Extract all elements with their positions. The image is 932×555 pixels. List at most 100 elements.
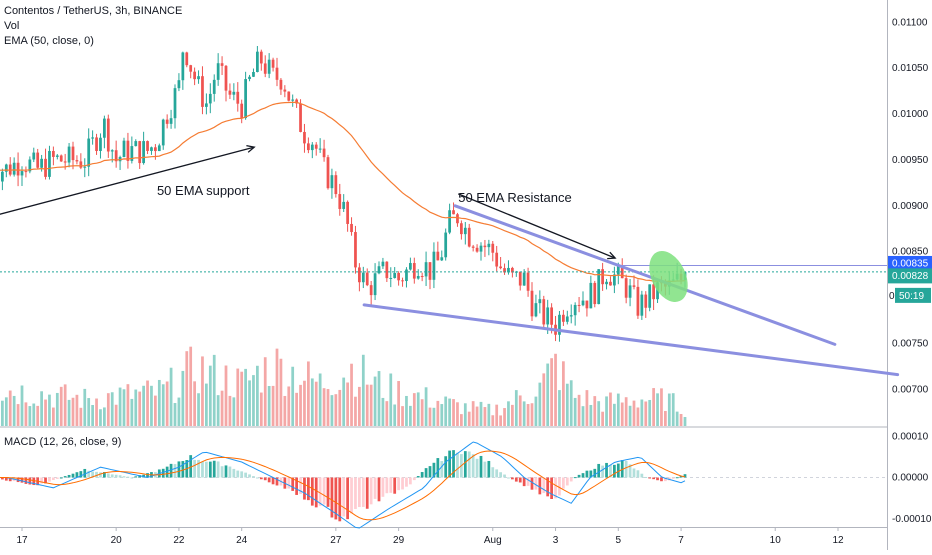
macd-histogram-bar: [569, 477, 573, 482]
volume-bar: [28, 406, 32, 426]
volume-bar: [428, 407, 432, 426]
volume-bar: [48, 394, 51, 426]
volume-bar: [628, 405, 632, 426]
volume-bar: [554, 353, 557, 426]
volume-bar: [169, 367, 173, 426]
macd-histogram-bar: [613, 464, 616, 478]
volume-bar: [577, 394, 581, 426]
volume-bar: [613, 403, 616, 426]
macd-histogram-bar: [652, 477, 655, 480]
candle-body: [565, 316, 569, 322]
candle-body: [471, 246, 475, 248]
candle-body: [271, 59, 275, 68]
volume-bar: [550, 358, 553, 426]
macd-histogram-bar: [589, 470, 593, 478]
candle-body: [361, 272, 365, 283]
macd-histogram-bar: [8, 477, 12, 482]
candle-body: [32, 152, 36, 160]
volume-bar: [303, 380, 306, 426]
macd-histogram-bar: [495, 469, 499, 478]
volume-bar: [83, 388, 87, 426]
volume-bar: [530, 403, 534, 426]
volume-bar: [283, 395, 287, 426]
candle-body: [581, 300, 585, 306]
breakout-highlight-ellipse: [649, 250, 688, 302]
volume-bar: [330, 395, 334, 426]
time-tick-label: 7: [678, 535, 684, 546]
time-tick-label: 29: [393, 535, 405, 546]
volume-bar: [256, 365, 259, 426]
volume-bar: [177, 397, 181, 426]
macd-histogram-bar: [542, 477, 546, 494]
macd-histogram-bar: [616, 463, 620, 478]
volume-bar: [91, 404, 94, 426]
volume-bar: [154, 395, 157, 426]
macd-histogram-bar: [405, 477, 408, 487]
candle-body: [546, 307, 550, 325]
volume-bar: [605, 396, 608, 426]
candle-body: [334, 175, 338, 195]
macd-histogram-bar: [397, 477, 400, 491]
macd-histogram-bar: [334, 477, 338, 520]
macd-histogram-bar: [393, 477, 397, 494]
candle-body: [377, 266, 381, 274]
volume-bar: [322, 388, 326, 426]
macd-histogram-bar: [220, 466, 224, 478]
macd-histogram-bar: [216, 461, 220, 478]
candle-body: [130, 146, 134, 161]
macd-histogram-bar: [463, 451, 467, 478]
volume-bar: [683, 417, 687, 426]
macd-histogram-bar: [573, 477, 577, 479]
volume-bar: [569, 380, 573, 426]
volume-bar: [369, 384, 373, 426]
macd-histogram-bar: [271, 477, 275, 485]
volume-bar: [40, 391, 43, 426]
volume-bar: [197, 393, 200, 426]
macd-histogram-bar: [385, 477, 389, 494]
volume-bar: [87, 398, 91, 426]
candle-body: [350, 223, 353, 233]
macd-histogram-bar: [409, 477, 412, 485]
volume-bar: [236, 368, 240, 426]
volume-bar: [193, 381, 196, 426]
symbol-title: Contentos / TetherUS, 3h, BINANCE: [4, 5, 183, 17]
volume-bar: [636, 407, 640, 426]
macd-histogram-bar: [546, 477, 550, 497]
macd-histogram-bar: [565, 477, 569, 486]
volume-bar: [75, 394, 79, 426]
volume-bar: [318, 373, 322, 426]
macd-histogram-bar: [648, 477, 652, 479]
volume-bar: [565, 383, 569, 426]
candle-body: [157, 145, 161, 152]
volume-bar: [440, 404, 444, 426]
candle-body: [55, 155, 59, 157]
candle-body: [267, 59, 271, 74]
macd-histogram-bar: [197, 459, 200, 478]
candle-body: [369, 285, 373, 296]
volume-bar: [307, 361, 310, 426]
candle-body: [87, 138, 91, 167]
candle-body: [558, 314, 561, 335]
candle-body: [20, 171, 24, 176]
volume-bar: [224, 365, 228, 426]
macd-histogram-bar: [103, 472, 106, 478]
macd-histogram-bar: [373, 477, 377, 499]
volume-bar: [365, 384, 369, 426]
candle-body: [467, 227, 471, 247]
volume-bar: [616, 393, 620, 426]
volume-bar: [248, 380, 251, 426]
volume-bar: [444, 396, 448, 426]
candle-body: [283, 89, 287, 92]
candle-body: [652, 284, 655, 300]
macd-histogram-bar: [110, 474, 114, 478]
macd-histogram-bar: [28, 477, 32, 485]
candle-body: [542, 299, 546, 325]
volume-bar: [295, 392, 298, 426]
volume-bar: [393, 404, 397, 426]
macd-histogram-bar: [436, 458, 440, 478]
volume-bar: [220, 390, 224, 426]
ema-50-line: [0, 101, 686, 282]
volume-bar: [71, 397, 75, 426]
